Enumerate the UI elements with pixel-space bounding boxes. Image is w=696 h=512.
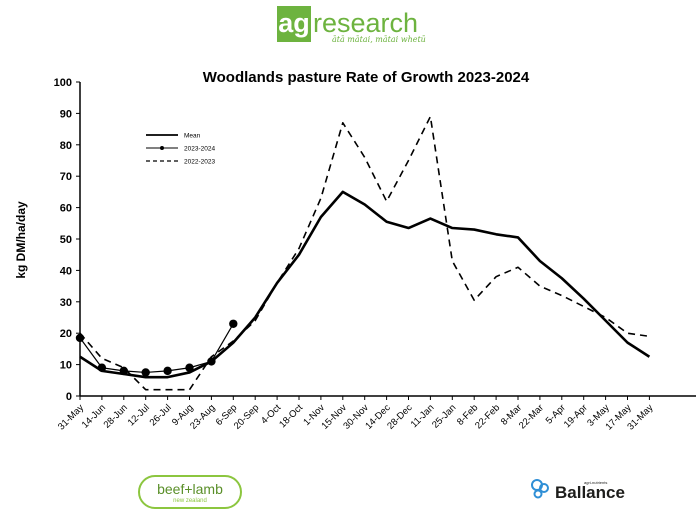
agresearch-logo: ag research ātā mātai, mātai whetū bbox=[277, 4, 477, 50]
beef-lamb-logo-sub: new zealand bbox=[173, 498, 207, 504]
y-tick-label: 40 bbox=[60, 265, 72, 277]
x-tick-label: 31-May bbox=[56, 402, 86, 432]
chart-title: Woodlands pasture Rate of Growth 2023-20… bbox=[203, 69, 530, 86]
ballance-logo-sub: agri-nutrients bbox=[584, 480, 608, 485]
y-tick-label: 10 bbox=[60, 360, 72, 372]
x-tick-label: 22-Feb bbox=[473, 402, 502, 431]
y-tick-label: 60 bbox=[60, 203, 72, 215]
agresearch-logo-text: research bbox=[313, 8, 419, 38]
growth-chart: Woodlands pasture Rate of Growth 2023-20… bbox=[14, 69, 696, 433]
x-tick-label: 18-Oct bbox=[277, 402, 305, 430]
legend-label: 2022-2023 bbox=[184, 159, 215, 166]
y-axis-label: kg DM/ha/day bbox=[14, 201, 28, 279]
agresearch-tagline: ātā mātai, mātai whetū bbox=[332, 35, 426, 44]
series-point-2023-2024 bbox=[75, 333, 85, 343]
series-layer bbox=[75, 115, 651, 391]
series-point-2023-2024 bbox=[97, 363, 107, 372]
series-line-mean bbox=[79, 190, 651, 379]
x-tick-label: 26-Jul bbox=[148, 402, 174, 428]
y-tick-label: 100 bbox=[54, 77, 72, 89]
legend-label: 2023-2024 bbox=[184, 146, 215, 153]
x-tick-label: 20-Sep bbox=[232, 402, 261, 431]
y-tick-label: 0 bbox=[66, 391, 72, 403]
x-tick-label: 22-Mar bbox=[517, 402, 546, 431]
x-axis-ticks: 31-May14-Jun28-Jun12-Jul26-Jul9-Aug23-Au… bbox=[56, 396, 656, 433]
x-tick-label: 25-Jan bbox=[430, 402, 458, 430]
y-tick-label: 50 bbox=[60, 234, 72, 246]
beef-lamb-logo: beef+lamb new zealand bbox=[138, 475, 242, 509]
agresearch-logo-box: ag bbox=[277, 6, 311, 42]
chart-legend: Mean 2023-2024 2022-2023 bbox=[146, 133, 215, 166]
series-point-2023-2024 bbox=[141, 368, 150, 377]
y-tick-label: 70 bbox=[60, 171, 72, 183]
series-point-2023-2024 bbox=[229, 319, 238, 328]
ballance-logo-text: Ballance bbox=[555, 483, 625, 502]
series-line-2022-2023 bbox=[79, 115, 650, 391]
series-point-2023-2024 bbox=[119, 366, 128, 376]
series-point-2023-2024 bbox=[207, 357, 216, 366]
legend-marker bbox=[160, 146, 164, 150]
series-point-2023-2024 bbox=[185, 363, 194, 372]
x-tick-label: 28-Dec bbox=[385, 402, 415, 432]
y-tick-label: 90 bbox=[60, 108, 72, 120]
y-tick-label: 30 bbox=[60, 297, 72, 309]
y-tick-label: 20 bbox=[60, 328, 72, 340]
beef-lamb-logo-text: beef+lamb bbox=[157, 481, 223, 497]
ballance-bubbles-icon bbox=[531, 479, 549, 499]
x-tick-label: 28-Jun bbox=[102, 402, 130, 430]
ballance-logo: agri-nutrients Ballance bbox=[529, 478, 639, 508]
x-tick-label: 12-Jul bbox=[126, 402, 152, 428]
y-axis-ticks: 0 10 20 30 40 50 60 70 80 90 100 bbox=[54, 77, 80, 403]
legend-label: Mean bbox=[184, 133, 201, 140]
y-tick-label: 80 bbox=[60, 140, 72, 152]
x-tick-label: 19-Apr bbox=[562, 402, 590, 430]
x-tick-label: 23-Aug bbox=[188, 402, 217, 431]
series-point-2023-2024 bbox=[163, 366, 172, 376]
axes bbox=[79, 82, 696, 397]
